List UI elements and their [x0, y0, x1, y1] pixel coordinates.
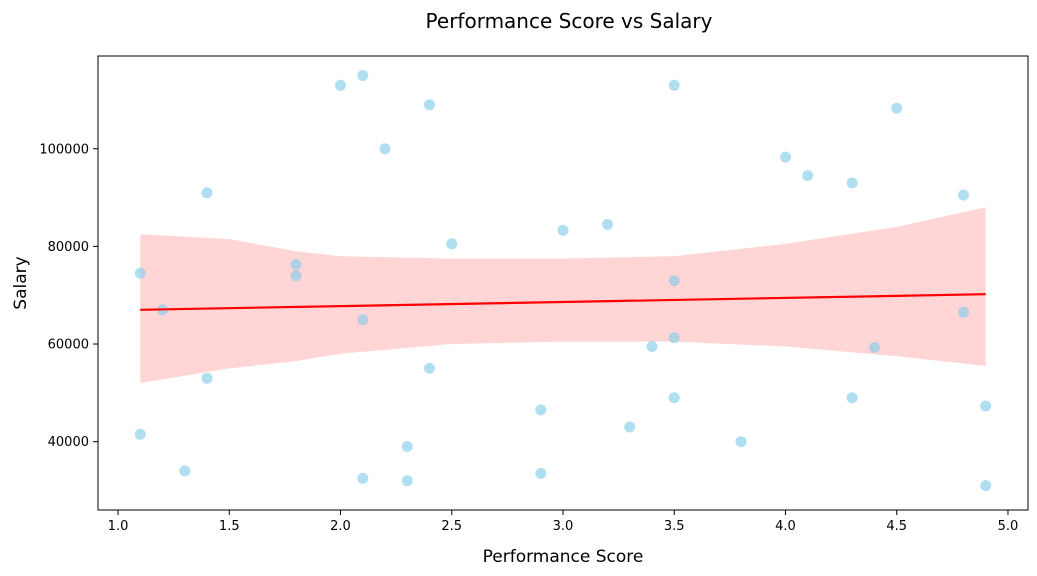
data-point	[980, 400, 992, 412]
data-point	[869, 341, 880, 353]
data-point	[535, 467, 547, 479]
y-tick-label: 60000	[48, 338, 89, 353]
x-tick-label: 1.5	[219, 519, 240, 534]
x-tick-label: 4.0	[775, 519, 796, 534]
regression-line	[140, 293, 986, 311]
data-point	[201, 187, 213, 199]
data-point	[668, 332, 680, 344]
data-point	[290, 258, 302, 270]
y-tick-label: 100000	[39, 142, 89, 157]
data-point	[134, 267, 146, 279]
data-point	[401, 475, 413, 487]
x-axis-label: Performance Score	[483, 547, 644, 567]
data-point	[668, 79, 680, 91]
data-point	[446, 238, 458, 250]
data-point	[557, 224, 569, 236]
x-tick-label: 2.0	[330, 519, 351, 534]
data-point	[357, 314, 369, 326]
plot-frame	[97, 55, 1029, 511]
confidence-band-layer	[140, 207, 986, 384]
data-point	[980, 480, 992, 492]
x-tick-label: 1.0	[108, 519, 129, 534]
points-layer	[134, 70, 992, 492]
y-axis-label: Salary	[11, 256, 31, 309]
data-point	[891, 102, 903, 114]
x-axis-ticks: 1.0 1.5 2.0 2.5 3.0 3.5 4.0 4.5 5.0	[108, 510, 1019, 534]
data-point	[290, 270, 302, 282]
data-point	[846, 177, 858, 189]
data-point	[379, 143, 391, 155]
data-point	[624, 421, 636, 433]
data-point	[424, 362, 435, 374]
data-point	[424, 99, 435, 111]
data-point	[668, 275, 680, 287]
x-tick-label: 5.0	[998, 519, 1019, 534]
data-point	[735, 436, 747, 448]
data-point	[535, 404, 547, 416]
data-point	[401, 441, 413, 452]
data-point	[357, 472, 369, 484]
data-point	[134, 428, 146, 440]
data-point	[357, 70, 369, 81]
confidence-band	[140, 207, 986, 384]
regression-line-layer	[140, 293, 986, 311]
data-point	[646, 341, 658, 352]
data-point	[958, 189, 969, 201]
data-point	[958, 306, 969, 318]
data-point	[668, 392, 680, 404]
y-axis-ticks: 40000 60000 80000 100000	[39, 142, 98, 450]
x-tick-label: 3.5	[664, 519, 685, 534]
x-tick-label: 3.0	[553, 519, 574, 534]
data-point	[802, 170, 814, 182]
y-tick-label: 80000	[48, 240, 89, 255]
data-point	[846, 392, 858, 404]
data-point	[201, 372, 213, 384]
y-tick-label: 40000	[48, 435, 89, 450]
chart-title: Performance Score vs Salary	[426, 9, 713, 33]
data-point	[179, 465, 191, 477]
data-point	[602, 218, 613, 230]
x-tick-label: 2.5	[441, 519, 462, 534]
data-point	[335, 79, 346, 91]
x-tick-label: 4.5	[886, 519, 907, 534]
data-point	[780, 151, 791, 163]
